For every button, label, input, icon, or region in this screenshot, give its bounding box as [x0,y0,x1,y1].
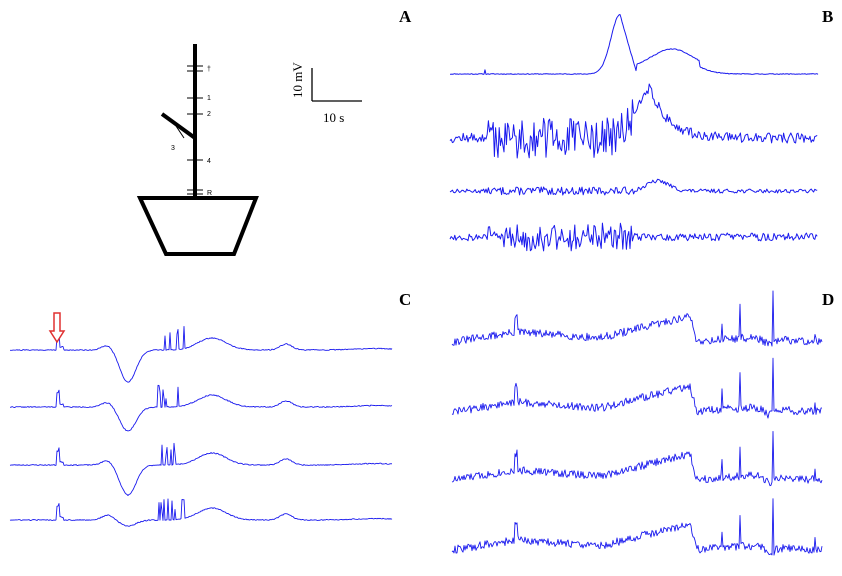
panel-label-a: A [399,7,412,26]
panel-c-traces [9,325,393,527]
panel-label-c: C [399,290,411,309]
down-arrow-icon [48,312,66,344]
plant-pot [136,196,259,256]
site-label-1: 1 [207,95,211,102]
electrode-3-tick [175,125,185,139]
site-label-3: 3 [171,145,175,152]
trace-d-2 [451,357,823,419]
site-label-apex: † [207,66,211,73]
plant-diagram: † 1 2 3 4 R [136,44,259,256]
site-label-2: 2 [207,111,211,118]
scale-time-label: 10 s [323,110,344,125]
panel-label-d: D [822,290,834,309]
trace-c-2 [9,384,393,432]
scale-bar: 10 mV 10 s [290,62,362,125]
trace-c-3 [9,442,393,496]
panel-label-b: B [822,7,833,26]
trace-b-4 [449,222,818,252]
trace-d-4 [451,498,823,556]
trace-d-3 [451,430,823,487]
scale-voltage-label: 10 mV [290,62,305,98]
panel-d-traces [451,290,823,556]
trace-c-4 [9,498,393,527]
trace-c-1 [10,325,393,383]
site-label-4: 4 [207,158,211,165]
plant-branch [160,112,197,140]
trace-b-1 [450,14,819,75]
panel-b-traces [449,14,819,252]
site-label-r: R [207,190,212,197]
trace-b-2 [449,83,818,159]
trace-b-3 [449,178,818,196]
trace-d-1 [451,290,823,347]
